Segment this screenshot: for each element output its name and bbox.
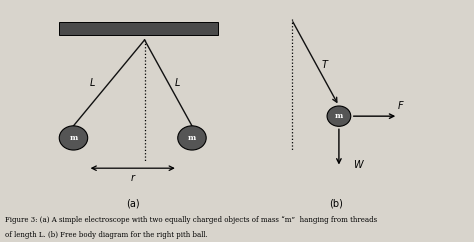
Text: T: T (322, 60, 328, 70)
Ellipse shape (59, 126, 88, 150)
Text: r: r (131, 173, 135, 183)
Text: (a): (a) (126, 198, 139, 208)
Text: m: m (69, 134, 78, 142)
Text: Figure 3: (a) A simple electroscope with two equally charged objects of mass “m”: Figure 3: (a) A simple electroscope with… (5, 216, 377, 224)
Text: (b): (b) (329, 198, 344, 208)
Text: L: L (90, 78, 95, 89)
Text: W: W (353, 159, 363, 170)
Bar (59, 22, 218, 35)
Ellipse shape (327, 106, 351, 126)
Ellipse shape (178, 126, 206, 150)
Text: L: L (175, 78, 181, 89)
Text: of length L. (b) Free body diagram for the right pith ball.: of length L. (b) Free body diagram for t… (5, 231, 208, 239)
Text: F: F (398, 101, 403, 112)
Text: m: m (335, 112, 343, 120)
Text: m: m (188, 134, 196, 142)
